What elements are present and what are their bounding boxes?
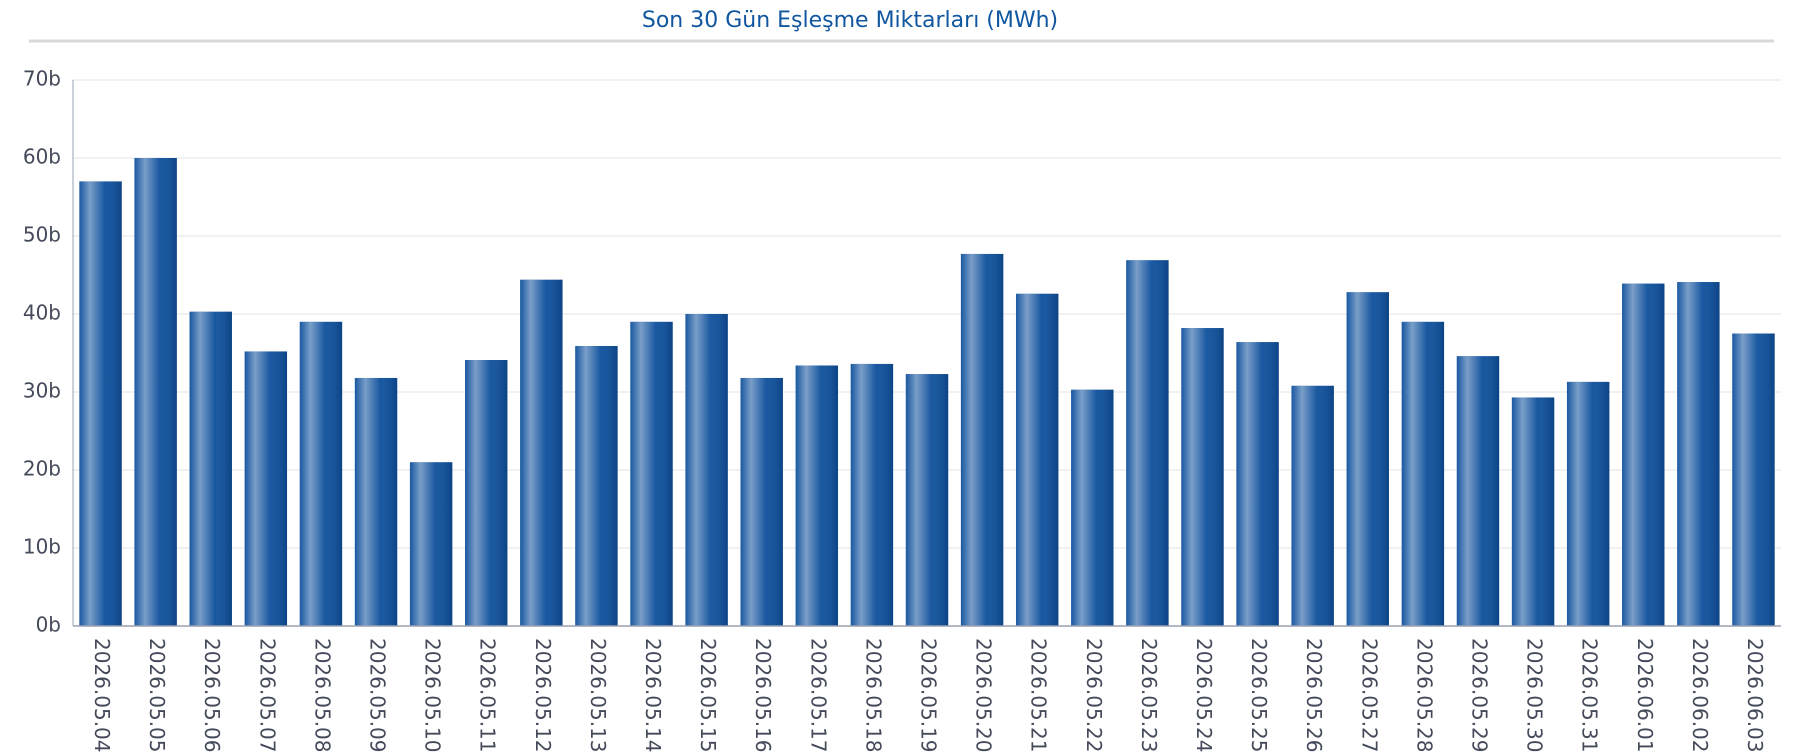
bar — [630, 321, 673, 626]
y-tick-label: 50b — [23, 223, 61, 247]
bar — [1566, 381, 1610, 626]
x-tick-label: 2026.05.20 — [972, 638, 996, 753]
y-tick-label: 30b — [23, 379, 61, 403]
x-tick-label: 2026.05.10 — [421, 638, 445, 753]
y-tick-label: 0b — [36, 613, 61, 637]
bar — [409, 462, 453, 626]
bar — [1181, 328, 1224, 626]
x-tick-label: 2026.05.04 — [90, 638, 114, 753]
bar — [1236, 342, 1279, 626]
x-tick-label: 2026.05.09 — [366, 638, 390, 753]
x-tick-label: 2026.05.12 — [531, 638, 555, 753]
bar — [354, 377, 398, 626]
bar — [1622, 283, 1665, 626]
y-tick-label: 40b — [23, 301, 61, 325]
x-tick-label: 2026.06.03 — [1743, 638, 1767, 753]
bar — [299, 321, 343, 626]
bar — [1346, 292, 1389, 626]
bar — [685, 314, 728, 626]
x-tick-label: 2026.05.23 — [1137, 638, 1161, 753]
bar — [244, 351, 288, 626]
x-tick-label: 2026.05.24 — [1192, 638, 1216, 753]
x-tick-label: 2026.05.26 — [1302, 638, 1326, 753]
x-tick-label: 2026.05.05 — [145, 638, 169, 753]
bar — [189, 311, 232, 626]
bar — [795, 365, 839, 626]
bar — [1071, 389, 1114, 626]
bar — [1291, 385, 1334, 626]
x-tick-label: 2026.06.01 — [1633, 638, 1657, 753]
bar — [960, 253, 1004, 626]
bar — [465, 360, 508, 626]
x-tick-label: 2026.05.22 — [1082, 638, 1106, 753]
x-tick-label: 2026.05.13 — [586, 638, 610, 753]
bar — [1511, 397, 1555, 626]
x-tick-label: 2026.05.17 — [806, 638, 830, 753]
x-tick-label: 2026.05.15 — [696, 638, 720, 753]
x-tick-label: 2026.05.19 — [917, 638, 941, 753]
x-tick-label: 2026.05.07 — [255, 638, 279, 753]
bar — [1401, 321, 1445, 626]
bar — [905, 374, 949, 626]
bar — [1732, 333, 1775, 626]
x-tick-label: 2026.05.21 — [1027, 638, 1051, 753]
bar — [1015, 293, 1059, 626]
x-tick-label: 2026.05.11 — [476, 638, 500, 753]
x-tick-label: 2026.05.14 — [641, 638, 665, 753]
bar — [79, 181, 122, 626]
x-tick-label: 2026.05.27 — [1357, 638, 1381, 753]
y-tick-label: 60b — [23, 145, 61, 169]
bar — [740, 377, 783, 626]
y-tick-label: 70b — [23, 67, 61, 91]
chart-title: Son 30 Gün Eşleşme Miktarları (MWh) — [642, 8, 1058, 33]
x-tick-label: 2026.05.16 — [751, 638, 775, 753]
x-tick-label: 2026.06.02 — [1688, 638, 1712, 753]
x-tick-label: 2026.05.25 — [1247, 638, 1271, 753]
x-tick-label: 2026.05.06 — [200, 638, 224, 753]
x-tick-label: 2026.05.28 — [1412, 638, 1436, 753]
x-tick-label: 2026.05.08 — [310, 638, 334, 753]
x-tick-label: 2026.05.30 — [1523, 638, 1547, 753]
x-tick-label: 2026.05.31 — [1578, 638, 1602, 753]
y-tick-label: 20b — [23, 457, 61, 481]
bar — [850, 363, 894, 626]
x-tick-label: 2026.05.18 — [861, 638, 885, 753]
bar — [575, 345, 618, 626]
bar — [1126, 260, 1169, 626]
bar — [520, 279, 563, 626]
bar — [1677, 282, 1720, 626]
x-tick-label: 2026.05.29 — [1467, 638, 1491, 753]
bar — [1456, 356, 1500, 626]
y-tick-label: 10b — [23, 535, 61, 559]
bar — [134, 158, 177, 626]
